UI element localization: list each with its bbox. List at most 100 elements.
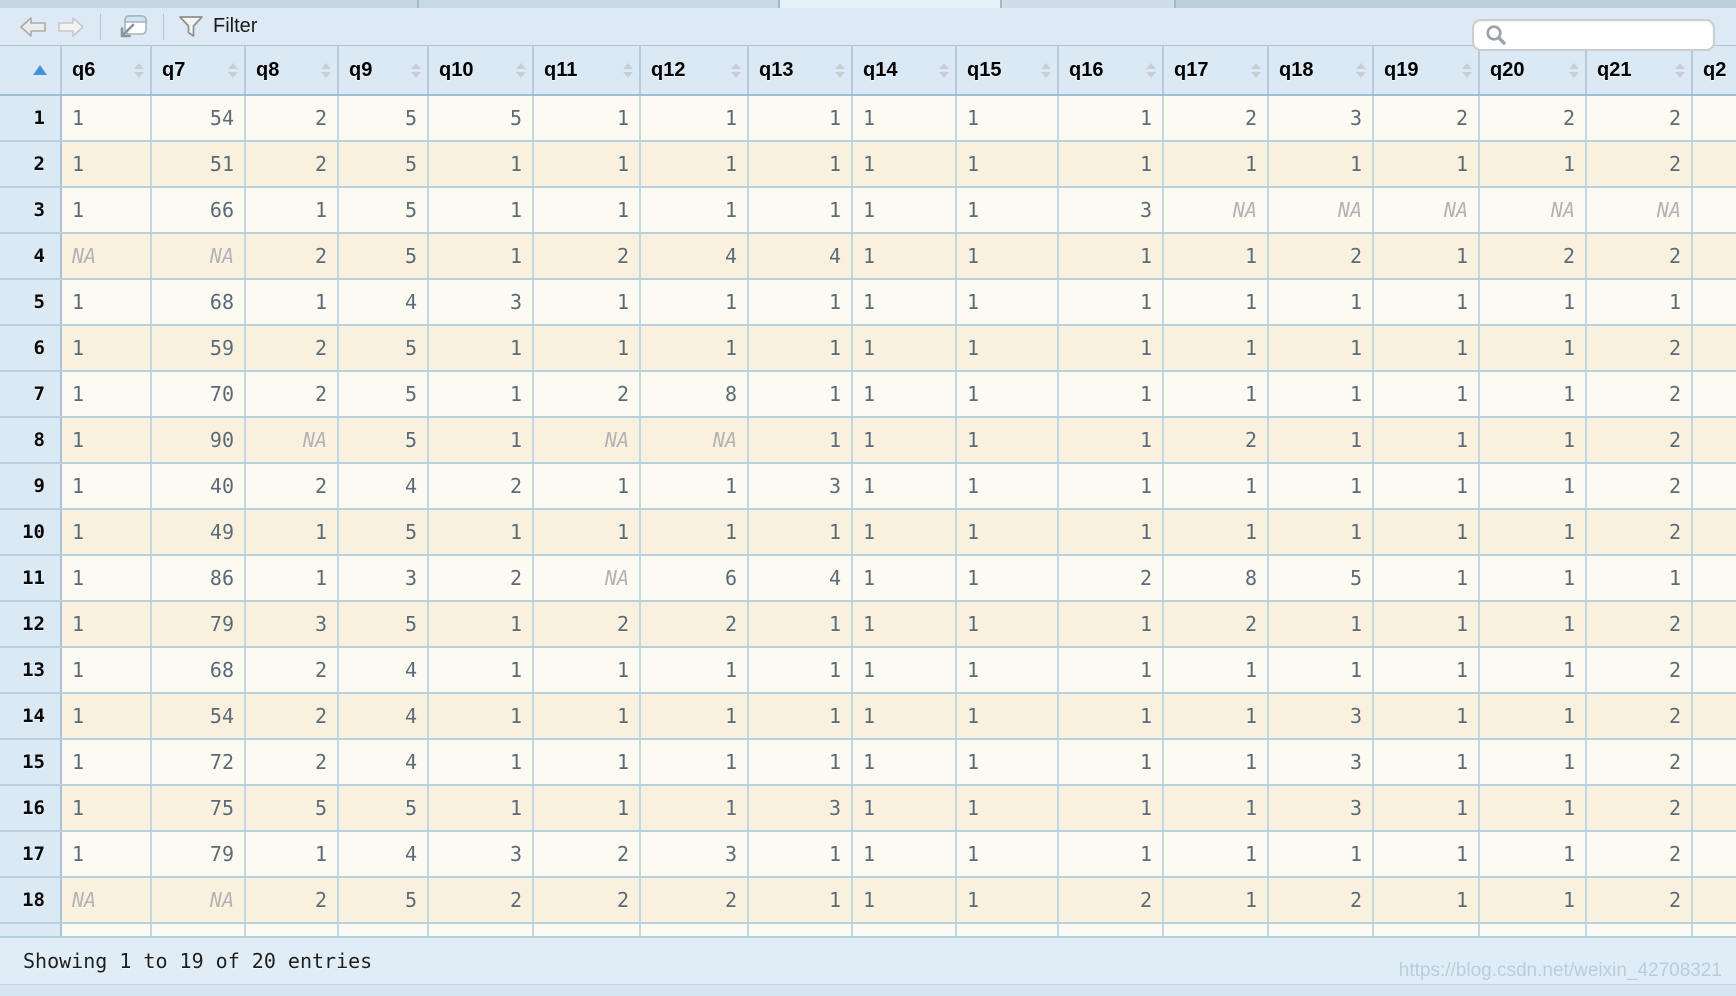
table-cell: 1 — [429, 188, 534, 232]
table-cell-clipped — [1693, 326, 1736, 370]
table-cell: 1 — [853, 234, 957, 278]
table-cell: 1 — [749, 510, 853, 554]
column-header-q8[interactable]: q8 — [246, 46, 339, 94]
column-header-q9[interactable]: q9 — [339, 46, 429, 94]
column-header-q13[interactable]: q13 — [749, 46, 853, 94]
table-cell: 1 — [62, 418, 152, 462]
table-cell-clipped — [1693, 648, 1736, 692]
tab-segment[interactable] — [0, 0, 419, 8]
column-header-q15[interactable]: q15 — [957, 46, 1059, 94]
table-cell: 2 — [246, 142, 339, 186]
tab-segment-active[interactable] — [780, 0, 1002, 8]
tab-segment[interactable] — [1002, 0, 1176, 8]
column-header-q14[interactable]: q14 — [853, 46, 957, 94]
table-cell: NA — [62, 878, 152, 922]
table-cell: NA — [152, 234, 246, 278]
table-cell: 51 — [152, 142, 246, 186]
search-input[interactable] — [1514, 22, 1736, 48]
table-cell: 2 — [1059, 556, 1164, 600]
table-cell: 1 — [853, 510, 957, 554]
table-cell: 1 — [1164, 464, 1269, 508]
table-cell: 1 — [1269, 372, 1374, 416]
table-cell: 1 — [749, 326, 853, 370]
table-cell: 4 — [339, 694, 429, 738]
column-header-q12[interactable]: q12 — [641, 46, 749, 94]
table-cell-clipped — [1693, 96, 1736, 140]
sort-arrows-icon — [1675, 62, 1685, 78]
table-cell: 1 — [534, 142, 641, 186]
table-cell: 1 — [957, 602, 1059, 646]
column-header-label: q21 — [1597, 58, 1632, 81]
table-cell: 59 — [152, 326, 246, 370]
column-header-q11[interactable]: q11 — [534, 46, 641, 94]
back-button[interactable] — [14, 12, 52, 42]
table-cell: 1 — [534, 694, 641, 738]
table-cell: 1 — [62, 694, 152, 738]
table-cell: 2 — [534, 602, 641, 646]
table-cell: 4 — [641, 234, 749, 278]
column-header-q18[interactable]: q18 — [1269, 46, 1374, 94]
table-cell: 1 — [1269, 280, 1374, 324]
table-cell: 1 — [534, 786, 641, 830]
table-cell: 1 — [534, 464, 641, 508]
table-cell: 1 — [1164, 510, 1269, 554]
column-header-q17[interactable]: q17 — [1164, 46, 1269, 94]
table-cell: 1 — [429, 602, 534, 646]
table-cell-clipped — [339, 924, 429, 936]
column-header-q16[interactable]: q16 — [1059, 46, 1164, 94]
table-cell: NA — [62, 234, 152, 278]
column-header-q2[interactable]: q2 — [1693, 46, 1736, 94]
column-header-label: q6 — [72, 58, 96, 81]
column-header-q19[interactable]: q19 — [1374, 46, 1480, 94]
table-cell: 1 — [749, 648, 853, 692]
table-row: 9 1 40 2 4 2 1 1 3 1 1 1 1 1 1 1 2 — [0, 464, 1736, 510]
table-cell: 1 — [1164, 740, 1269, 784]
table-cell: 1 — [1374, 234, 1480, 278]
table-cell: 1 — [641, 510, 749, 554]
table-cell: 3 — [1269, 694, 1374, 738]
column-header-q20[interactable]: q20 — [1480, 46, 1587, 94]
table-cell: 5 — [339, 188, 429, 232]
forward-button[interactable] — [52, 12, 90, 42]
table-cell: 1 — [1059, 786, 1164, 830]
table-cell: 1 — [957, 786, 1059, 830]
table-cell: 5 — [1269, 556, 1374, 600]
filter-button[interactable]: Filter — [174, 12, 261, 42]
table-cell-clipped — [1693, 556, 1736, 600]
table-cell-clipped — [1693, 832, 1736, 876]
column-header-q10[interactable]: q10 — [429, 46, 534, 94]
table-cell: 1 — [62, 740, 152, 784]
table-cell: 1 — [62, 96, 152, 140]
table-cell: 4 — [339, 464, 429, 508]
forward-arrow-icon — [56, 14, 86, 40]
table-cell: 1 — [641, 188, 749, 232]
table-cell: 5 — [339, 326, 429, 370]
table-cell: 1 — [1587, 280, 1693, 324]
column-header-label: q2 — [1703, 58, 1727, 81]
sort-arrows-icon — [731, 62, 741, 78]
row-number: 4 — [0, 234, 62, 278]
table-cell: 1 — [1164, 786, 1269, 830]
table-cell: 1 — [1480, 418, 1587, 462]
table-cell: 1 — [853, 418, 957, 462]
table-cell: 5 — [339, 878, 429, 922]
table-cell: 1 — [853, 740, 957, 784]
tab-segment[interactable] — [419, 0, 780, 8]
table-row: 6 1 59 2 5 1 1 1 1 1 1 1 1 1 1 1 2 — [0, 326, 1736, 372]
column-header-q7[interactable]: q7 — [152, 46, 246, 94]
table-cell: 5 — [339, 372, 429, 416]
table-cell: 2 — [1587, 786, 1693, 830]
column-header-q21[interactable]: q21 — [1587, 46, 1693, 94]
table-cell: 2 — [246, 878, 339, 922]
column-header-q6[interactable]: q6 — [62, 46, 152, 94]
table-row: 18 NA NA 2 5 2 2 2 1 1 1 2 1 2 1 1 2 — [0, 878, 1736, 924]
table-cell: 1 — [246, 510, 339, 554]
table-cell: 1 — [1059, 96, 1164, 140]
open-in-new-window-button[interactable] — [111, 12, 153, 42]
search-box[interactable] — [1472, 19, 1736, 51]
table-cell: 1 — [749, 878, 853, 922]
sort-arrows-icon — [1146, 62, 1156, 78]
table-cell: 2 — [1587, 510, 1693, 554]
row-number-header[interactable] — [0, 46, 62, 94]
popup-window-icon — [115, 13, 149, 41]
